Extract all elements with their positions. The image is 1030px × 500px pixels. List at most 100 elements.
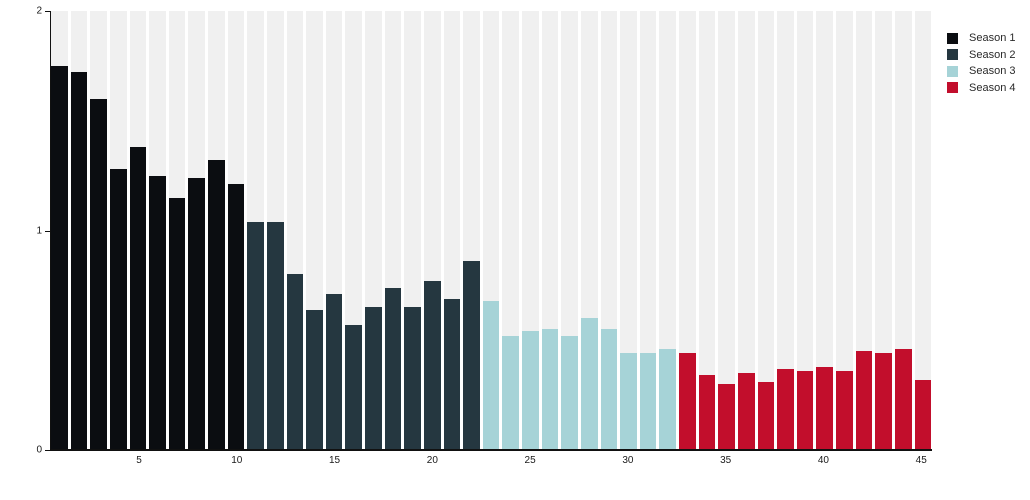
legend-entry: Season 1 <box>947 32 1015 44</box>
x-tick-label: 10 <box>231 455 243 466</box>
bar <box>836 370 853 450</box>
bar <box>659 349 676 450</box>
bar <box>70 72 88 450</box>
bar-column <box>777 11 794 450</box>
x-tick-label: 45 <box>915 455 927 466</box>
bar <box>208 160 225 450</box>
y-tick-mark <box>45 11 50 12</box>
bar-column <box>541 11 559 450</box>
bar <box>816 366 833 450</box>
bar-column <box>502 11 519 450</box>
x-tick-label: 20 <box>426 455 438 466</box>
legend-label: Season 4 <box>969 81 1016 94</box>
bar-column <box>561 11 578 450</box>
x-tick-label: 15 <box>328 455 341 466</box>
bar-column <box>914 11 932 450</box>
bar-column <box>816 11 833 450</box>
bar <box>855 351 873 450</box>
bar-column <box>286 11 304 450</box>
bar <box>247 221 264 450</box>
legend-entry: Season 4 <box>947 82 1015 94</box>
legend-entry: Season 3 <box>947 65 1015 77</box>
bar <box>90 98 107 450</box>
bar-column <box>306 11 323 450</box>
bar-column <box>168 11 186 450</box>
bar-column <box>365 11 382 450</box>
bar <box>580 318 598 450</box>
bar-column <box>620 11 637 450</box>
bar-column <box>580 11 598 450</box>
bar-column <box>482 11 500 450</box>
bar <box>522 331 539 450</box>
bar <box>757 381 775 450</box>
x-tick-label: 40 <box>817 455 829 466</box>
bar <box>286 274 304 450</box>
bar <box>51 65 68 450</box>
bar-column <box>836 11 853 450</box>
bar <box>679 353 696 450</box>
bar <box>129 147 147 450</box>
bar <box>188 177 205 450</box>
bar-column <box>639 11 657 450</box>
bar-column <box>384 11 402 450</box>
legend: Season 1 Season 2 Season 3 Season 4 <box>947 32 1015 98</box>
legend-swatch <box>947 65 958 77</box>
bar-column <box>737 11 755 450</box>
bar <box>698 375 716 450</box>
bar-column <box>423 11 441 450</box>
bar-column <box>855 11 873 450</box>
bar <box>404 307 421 450</box>
bar <box>796 370 814 450</box>
bar <box>227 184 245 450</box>
bar <box>482 300 500 450</box>
bar <box>639 353 657 450</box>
bar <box>600 329 618 450</box>
bar-column <box>698 11 716 450</box>
legend-label: Season 2 <box>969 48 1016 61</box>
bar <box>875 353 892 450</box>
x-tick-label: 35 <box>720 455 732 466</box>
bar <box>266 221 284 450</box>
legend-swatch <box>947 49 958 60</box>
y-axis-line <box>50 11 51 451</box>
bar-column <box>70 11 88 450</box>
bar <box>325 294 343 450</box>
legend-label: Season 3 <box>969 65 1016 77</box>
bar-column <box>129 11 147 450</box>
bar <box>109 169 127 450</box>
y-tick-label: 2 <box>36 5 42 17</box>
bar-column <box>247 11 264 450</box>
bar-column <box>345 11 362 450</box>
bar-column <box>188 11 205 450</box>
bar <box>894 349 912 450</box>
bar <box>620 353 637 450</box>
y-tick-mark <box>45 230 50 232</box>
x-tick-label: 25 <box>524 455 536 466</box>
bar <box>423 281 441 450</box>
bar-column <box>109 11 127 450</box>
bar-column <box>600 11 618 450</box>
legend-entry: Season 2 <box>947 49 1015 61</box>
plot-area <box>51 11 932 450</box>
bar <box>718 384 735 450</box>
x-tick-label: 5 <box>136 455 142 466</box>
y-tick-mark <box>45 450 50 451</box>
bar-column <box>149 11 166 450</box>
y-tick-label: 0 <box>36 444 42 456</box>
bar-column <box>796 11 814 450</box>
bar-column <box>443 11 461 450</box>
bar <box>384 287 402 450</box>
bar-column <box>325 11 343 450</box>
legend-swatch <box>947 32 958 44</box>
bar <box>541 329 559 450</box>
bar-column <box>227 11 245 450</box>
x-axis-line <box>50 449 932 451</box>
bar <box>777 368 794 450</box>
y-tick-label: 1 <box>36 225 42 236</box>
legend-label: Season 1 <box>969 32 1016 44</box>
bar-column <box>659 11 676 450</box>
bar-column <box>757 11 775 450</box>
bar-column <box>463 11 480 450</box>
bar <box>345 324 362 450</box>
bar-column <box>90 11 107 450</box>
